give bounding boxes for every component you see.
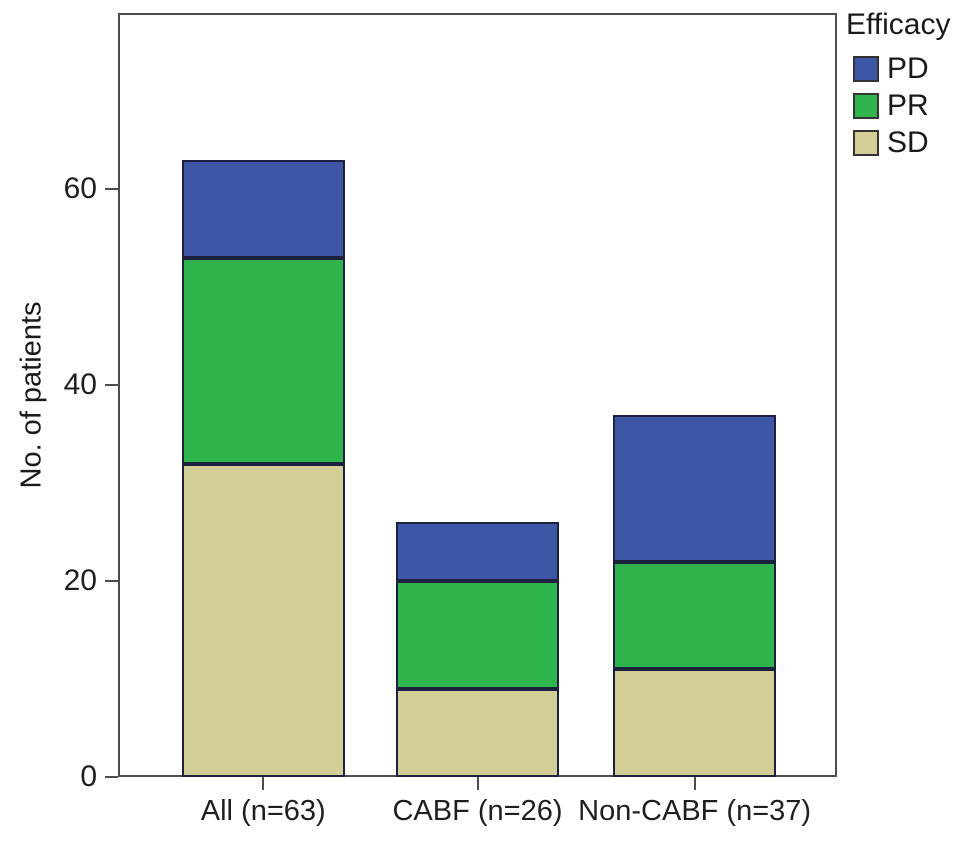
legend-entry-pr: PR xyxy=(853,91,951,121)
y-axis-tick-label: 60 xyxy=(63,172,97,206)
y-axis-tick-label: 20 xyxy=(63,564,97,598)
x-axis-category-label: Non-CABF (n=37) xyxy=(578,795,812,827)
legend-label: PR xyxy=(887,89,929,122)
legend: Efficacy PD PR SD xyxy=(846,8,951,165)
bar-segment-pd xyxy=(396,522,559,582)
bar-segment-sd xyxy=(396,688,559,777)
legend-label: PD xyxy=(887,52,929,85)
x-axis-tick xyxy=(693,777,696,790)
legend-entry-sd: SD xyxy=(853,128,951,158)
bar-segment-pr xyxy=(613,561,777,670)
bar-segment-sd xyxy=(613,669,777,777)
y-axis-tick xyxy=(105,776,118,778)
legend-label: SD xyxy=(887,126,929,159)
y-axis-tick xyxy=(105,580,118,583)
bar-segment-pr xyxy=(396,581,559,689)
legend-swatch-pd xyxy=(853,56,879,82)
legend-swatch-pr xyxy=(853,93,879,119)
legend-swatch-sd xyxy=(853,130,879,156)
bar-segment-pr xyxy=(181,257,345,464)
legend-entries: PD PR SD xyxy=(846,54,951,158)
x-axis-tick xyxy=(476,777,479,790)
y-axis-tick-label: 40 xyxy=(63,368,97,402)
y-axis-tick xyxy=(105,384,118,387)
x-axis-category-label: CABF (n=26) xyxy=(392,795,563,827)
y-axis-tick-label: 0 xyxy=(80,760,97,793)
legend-entry-pd: PD xyxy=(853,54,951,84)
x-axis-tick xyxy=(262,777,265,790)
bar-segment-sd xyxy=(181,463,345,777)
x-axis-category-label: All (n=63) xyxy=(200,795,326,827)
bar-segment-pd xyxy=(181,159,345,258)
y-axis-tick xyxy=(105,188,118,191)
legend-title: Efficacy xyxy=(846,8,951,41)
bar-segment-pd xyxy=(613,414,777,562)
